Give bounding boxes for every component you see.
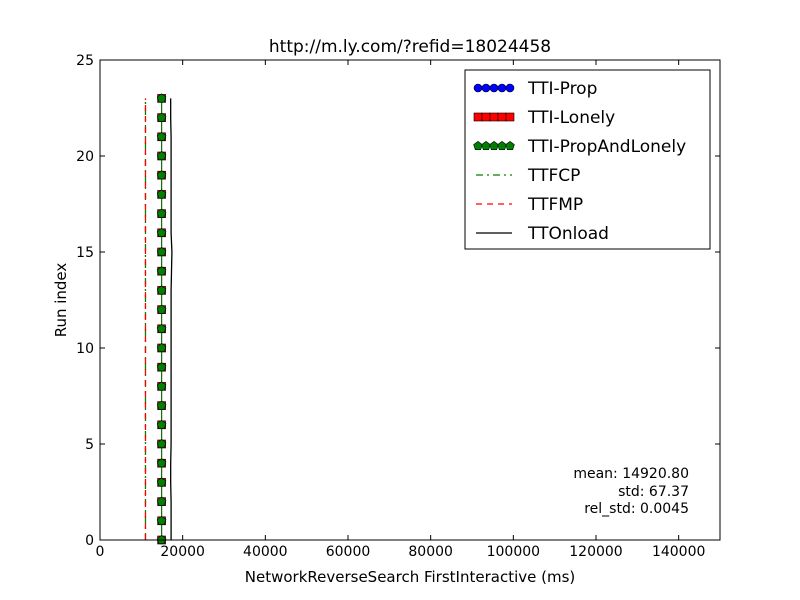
data-point: [156, 496, 167, 506]
legend-marker: [481, 141, 491, 151]
y-tick-label: 20: [76, 149, 94, 165]
legend-item-TTOnload: TTOnload: [476, 224, 609, 244]
y-tick-label: 15: [76, 245, 94, 261]
data-point: [156, 477, 167, 487]
x-tick-label: 60000: [326, 544, 371, 560]
legend-label: TTOnload: [527, 224, 609, 244]
data-point: [156, 304, 167, 314]
data-point: [156, 515, 167, 525]
y-tick-label: 5: [85, 437, 94, 453]
data-point: [156, 400, 167, 410]
data-point: [156, 208, 167, 218]
series-line-TTOnload: [170, 98, 173, 540]
plot-border: [99, 59, 721, 541]
data-point: [156, 151, 167, 161]
data-point: [156, 439, 167, 449]
legend: TTI-Prop TTI-Lonely TTI-PropAndLonely TTFCP…: [464, 69, 711, 250]
x-tick-label: 20000: [160, 544, 205, 560]
data-point: [156, 227, 167, 237]
legend-label: TTFCP: [527, 166, 580, 186]
data-point: [156, 170, 167, 180]
legend-item-TTI-PropAndLonely: TTI-PropAndLonely: [473, 137, 686, 157]
stat-mean: mean: 14920.80: [573, 466, 689, 482]
chart-title: http://m.ly.com/?refid=18024458: [269, 37, 551, 57]
data-point: [156, 343, 167, 353]
legend-label: TTI-Prop: [527, 79, 597, 99]
legend-marker: [497, 141, 507, 151]
legend-marker: [505, 83, 515, 93]
legend-item-TTI-Lonely: TTI-Lonely: [473, 108, 615, 128]
legend-marker: [473, 83, 483, 93]
x-axis-label: NetworkReverseSearch FirstInteractive (m…: [245, 568, 576, 586]
legend-label: TTFMP: [527, 195, 583, 215]
legend-item-TTFMP: TTFMP: [476, 195, 583, 215]
legend-marker: [473, 112, 483, 122]
stat-std: std: 67.37: [618, 484, 689, 500]
stats-annotation: mean: 14920.80 std: 67.37 rel_std: 0.004…: [573, 466, 689, 517]
x-tick-label: 100000: [487, 544, 540, 560]
legend-marker: [505, 141, 515, 151]
legend-marker: [505, 112, 515, 122]
legend-marker: [481, 83, 491, 93]
data-point: [156, 381, 167, 391]
x-tick-label: 120000: [569, 544, 622, 560]
legend-label: TTI-Lonely: [527, 108, 615, 128]
data-point: [156, 458, 167, 468]
x-tick-label: 0: [96, 544, 105, 560]
y-tick-label: 0: [85, 533, 94, 549]
y-tick-label: 25: [76, 53, 94, 69]
data-point: [156, 362, 167, 372]
data-point: [156, 247, 167, 257]
data-point: [156, 266, 167, 276]
legend-items: TTI-Prop TTI-Lonely TTI-PropAndLonely TTFCP…: [473, 79, 686, 244]
legend-label: TTI-PropAndLonely: [527, 137, 686, 157]
data-point: [156, 285, 167, 295]
y-axis-label: Run index: [52, 263, 70, 338]
legend-marker: [473, 141, 483, 151]
legend-marker: [497, 112, 507, 122]
legend-marker: [489, 83, 499, 93]
data-point: [156, 419, 167, 429]
legend-marker: [489, 141, 499, 151]
x-tick-label: 80000: [408, 544, 453, 560]
legend-frame: [464, 69, 711, 250]
stat-rel-std: rel_std: 0.0045: [584, 501, 689, 517]
data-point: [156, 131, 167, 141]
series-layer: [144, 93, 173, 545]
legend-item-TTI-Prop: TTI-Prop: [473, 79, 597, 99]
data-point: [156, 189, 167, 199]
data-point: [156, 93, 167, 103]
legend-item-TTFCP: TTFCP: [476, 166, 580, 186]
legend-marker: [489, 112, 499, 122]
axis-ticks: 0 20000 40000 60000 80000 100000 120000 140000 0…: [76, 53, 720, 560]
legend-marker: [481, 112, 491, 122]
data-point: [156, 323, 167, 333]
x-tick-label: 40000: [243, 544, 288, 560]
data-point: [156, 112, 167, 122]
y-tick-label: 10: [76, 341, 94, 357]
legend-marker: [497, 83, 507, 93]
x-tick-label: 140000: [652, 544, 705, 560]
